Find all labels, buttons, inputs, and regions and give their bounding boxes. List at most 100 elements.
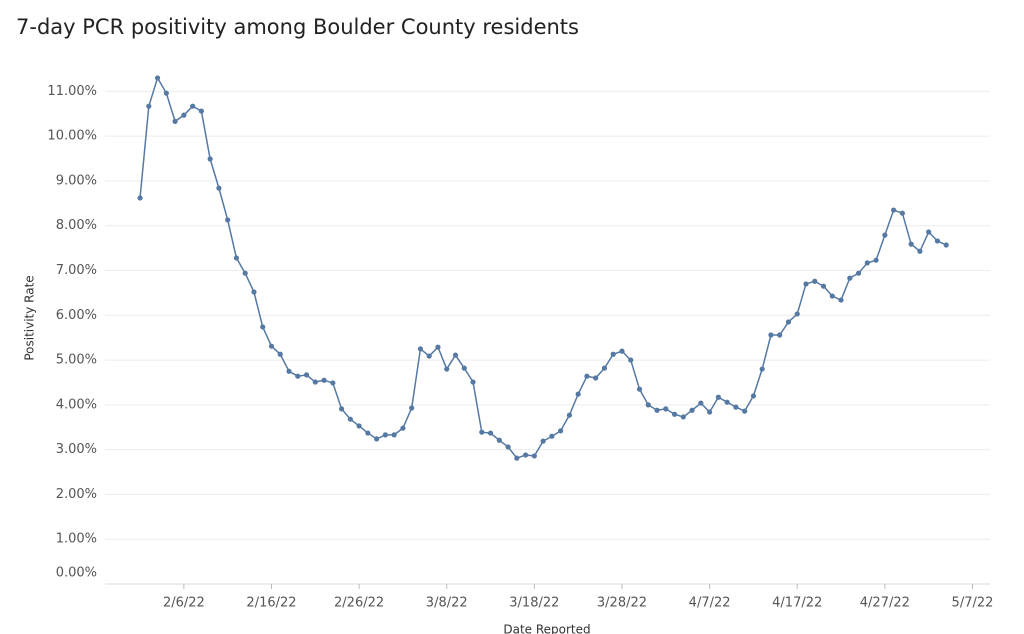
data-point	[277, 351, 283, 357]
data-point	[838, 297, 844, 303]
chart-title: 7-day PCR positivity among Boulder Count…	[16, 15, 579, 39]
data-point	[233, 255, 240, 261]
data-point	[295, 373, 301, 379]
data-point	[663, 406, 669, 412]
data-point	[540, 438, 546, 444]
data-point	[207, 156, 213, 162]
data-point	[382, 432, 388, 438]
data-point	[531, 453, 537, 459]
data-point	[356, 423, 362, 429]
data-point	[873, 257, 879, 263]
data-point	[417, 346, 424, 352]
y-tick-label: 1.00%	[56, 532, 97, 547]
data-point	[628, 357, 634, 363]
data-point	[575, 391, 581, 397]
data-point	[461, 365, 467, 371]
data-point	[899, 210, 905, 216]
x-axis-title: Date Reported	[503, 623, 590, 634]
data-point	[435, 344, 441, 350]
data-point	[286, 368, 292, 374]
data-point	[409, 405, 415, 411]
y-tick-label: 3.00%	[56, 442, 97, 457]
data-point	[163, 90, 169, 96]
data-point	[759, 366, 765, 372]
data-point	[707, 409, 713, 415]
series-line	[139, 76, 947, 460]
x-tick-label: 4/7/22	[689, 596, 731, 611]
data-point	[689, 407, 695, 413]
data-point	[505, 444, 511, 450]
data-point	[479, 429, 485, 435]
data-point	[321, 377, 327, 383]
data-point	[172, 118, 178, 124]
y-tick-label: 6.00%	[56, 308, 97, 323]
x-tick-label: 2/16/22	[246, 596, 296, 611]
x-tick-label: 3/18/22	[509, 596, 559, 611]
data-point	[198, 108, 204, 114]
y-tick-label: 10.00%	[47, 129, 97, 144]
y-tick-label: 5.00%	[56, 353, 97, 368]
data-point	[303, 372, 310, 378]
data-point	[400, 425, 406, 431]
y-tick-label: 7.00%	[56, 263, 97, 278]
data-point	[365, 430, 371, 436]
data-point	[522, 452, 529, 458]
data-point	[190, 103, 196, 109]
data-point	[829, 293, 835, 299]
data-point	[347, 416, 353, 422]
data-point	[715, 394, 721, 400]
data-point	[146, 103, 152, 109]
data-point	[882, 232, 888, 238]
data-point	[847, 275, 853, 281]
data-point	[943, 242, 949, 248]
data-point	[137, 195, 143, 201]
data-point	[426, 353, 432, 359]
data-point	[566, 412, 573, 418]
data-point	[934, 238, 941, 244]
y-tick-label: 2.00%	[56, 487, 97, 502]
y-tick-label: 0.00%	[56, 566, 97, 581]
data-point	[742, 408, 748, 414]
data-point	[645, 402, 651, 408]
data-point	[391, 432, 397, 438]
data-point	[549, 433, 555, 439]
data-point	[330, 380, 336, 386]
data-point	[619, 348, 625, 354]
data-point	[251, 289, 257, 295]
y-tick-label: 11.00%	[47, 84, 97, 99]
data-point	[785, 319, 792, 325]
data-point	[487, 430, 494, 436]
data-point	[593, 375, 599, 381]
data-point	[864, 260, 870, 266]
data-point	[680, 414, 686, 420]
data-point	[671, 411, 678, 417]
data-point	[750, 393, 757, 399]
data-point	[514, 455, 520, 461]
data-point	[444, 366, 450, 372]
data-point	[260, 324, 266, 330]
data-point	[584, 373, 590, 379]
data-point	[470, 379, 476, 385]
y-axis-title: Positivity Rate	[23, 275, 37, 360]
data-point	[777, 332, 783, 338]
x-tick-label: 4/17/22	[772, 596, 822, 611]
data-point	[803, 281, 809, 287]
data-point	[268, 343, 275, 349]
data-point	[225, 217, 231, 223]
y-tick-label: 4.00%	[56, 397, 97, 412]
data-point	[917, 248, 923, 254]
data-point	[154, 75, 161, 81]
data-point	[242, 270, 248, 276]
data-point	[338, 406, 345, 412]
x-tick-label: 3/8/22	[426, 596, 468, 611]
x-tick-label: 2/26/22	[334, 596, 384, 611]
x-tick-label: 2/6/22	[163, 596, 205, 611]
data-point	[855, 270, 862, 276]
data-point	[610, 351, 616, 357]
data-point	[558, 428, 564, 434]
data-point	[654, 407, 660, 413]
data-point	[374, 436, 380, 442]
data-point	[312, 379, 318, 385]
